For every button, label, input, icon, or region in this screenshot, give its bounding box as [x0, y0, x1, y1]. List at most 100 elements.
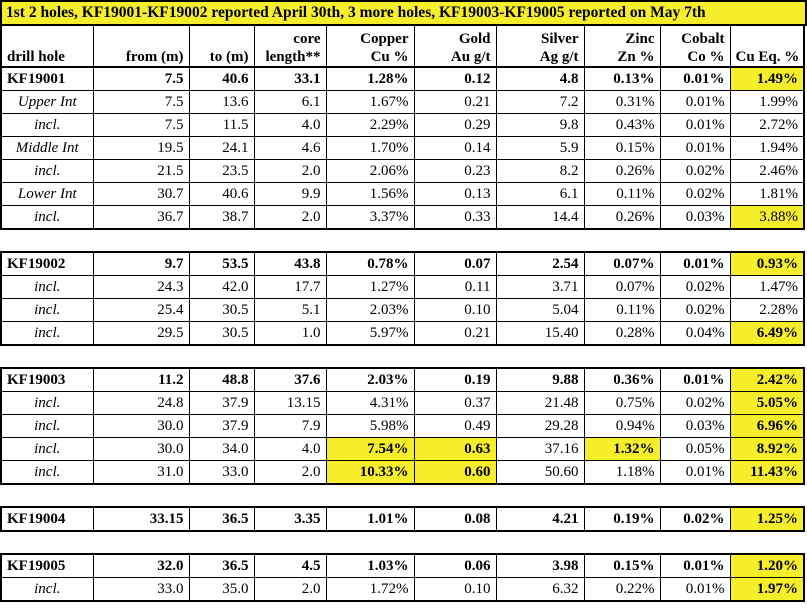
value-cell: 3.71 — [495, 275, 585, 299]
value-cell: 9.7 — [92, 251, 190, 276]
value-cell: 6.1 — [253, 90, 327, 114]
value-cell: 30.0 — [92, 414, 190, 438]
spacer-row — [1, 531, 804, 554]
value-cell: 24.3 — [92, 275, 190, 299]
value-cell: 11.2 — [92, 367, 190, 392]
value-cell: 2.03% — [325, 298, 415, 322]
value-cell: 4.6 — [253, 136, 327, 160]
drill-hole-cell: incl. — [0, 437, 94, 461]
value-cell: 2.42% — [729, 367, 805, 392]
value-cell: 31.0 — [92, 460, 190, 485]
value-cell: 37.9 — [188, 414, 255, 438]
value-cell: 0.06 — [413, 553, 497, 578]
column-header-bottom: length** — [265, 49, 321, 65]
value-cell: 0.02% — [659, 159, 731, 183]
value-cell: 0.08 — [413, 506, 497, 532]
column-header-bottom: Au g/t — [450, 49, 491, 65]
value-cell: 42.0 — [188, 275, 255, 299]
hole-summary-row: KF19002 9.7 53.5 43.8 0.78% 0.07 2.54 0.07% 0.01… — [0, 251, 805, 276]
value-cell: 2.54 — [495, 251, 585, 276]
value-cell: 4.8 — [495, 66, 585, 91]
spacer-cell — [1, 229, 804, 252]
value-cell: 0.94% — [583, 414, 661, 438]
value-cell: 37.9 — [188, 391, 255, 415]
value-cell: 0.28% — [583, 321, 661, 346]
value-cell: 0.02% — [659, 506, 731, 532]
value-cell: 0.33 — [413, 205, 497, 230]
value-cell: 5.05% — [729, 391, 805, 415]
value-cell: 1.97% — [729, 577, 805, 602]
column-header-bottom: to (m) — [209, 49, 249, 65]
value-cell: 29.5 — [92, 321, 190, 346]
column-header: to (m) — [188, 26, 254, 68]
value-cell: 7.5 — [92, 66, 190, 91]
value-cell: 4.21 — [495, 506, 585, 532]
column-header-top: Silver — [541, 31, 579, 47]
spacer-cell — [1, 484, 804, 507]
value-cell: 0.19% — [583, 506, 661, 532]
value-cell: 25.4 — [92, 298, 190, 322]
value-cell: 0.01% — [659, 553, 731, 578]
drill-hole-cell: incl. — [0, 113, 94, 137]
value-cell: 0.31% — [583, 90, 661, 114]
drill-hole-cell: incl. — [0, 460, 94, 485]
value-cell: 6.49% — [729, 321, 805, 346]
spacer-row — [1, 345, 804, 368]
column-header: Cobalt Co % — [659, 26, 730, 68]
value-cell: 0.14 — [413, 136, 497, 160]
interval-row: Middle Int 19.5 24.1 4.6 1.70% 0.14 5.9 0.15% 0.… — [0, 136, 805, 160]
drill-hole-cell: KF19005 — [0, 553, 94, 578]
value-cell: 0.37 — [413, 391, 497, 415]
value-cell: 1.32% — [583, 437, 661, 461]
value-cell: 13.6 — [188, 90, 255, 114]
value-cell: 0.01% — [659, 136, 731, 160]
drill-hole-cell: KF19002 — [0, 251, 94, 276]
value-cell: 5.1 — [253, 298, 327, 322]
drill-hole-cell: incl. — [0, 321, 94, 346]
value-cell: 19.5 — [92, 136, 190, 160]
column-header: Gold Au g/t — [413, 26, 496, 68]
value-cell: 9.8 — [495, 113, 585, 137]
value-cell: 23.5 — [188, 159, 255, 183]
value-cell: 53.5 — [188, 251, 255, 276]
value-cell: 0.05% — [659, 437, 731, 461]
interval-row: incl. 24.3 42.0 17.7 1.27% 0.11 3.71 0.07% 0.02%… — [0, 275, 805, 299]
value-cell: 1.28% — [325, 66, 415, 91]
value-cell: 7.5 — [92, 90, 190, 114]
value-cell: 0.07% — [583, 275, 661, 299]
column-header-top: core — [293, 31, 321, 47]
value-cell: 50.60 — [495, 460, 585, 485]
value-cell: 0.02% — [659, 391, 731, 415]
column-header-top: Zinc — [625, 31, 655, 47]
drill-hole-cell: incl. — [0, 275, 94, 299]
spacer-row — [1, 484, 804, 507]
value-cell: 2.28% — [729, 298, 805, 322]
value-cell: 4.31% — [325, 391, 415, 415]
column-header: core length** — [253, 26, 326, 68]
value-cell: 0.63 — [413, 437, 497, 461]
value-cell: 6.96% — [729, 414, 805, 438]
column-header-bottom: Zn % — [617, 49, 655, 65]
value-cell: 30.7 — [92, 182, 190, 206]
value-cell: 0.01% — [659, 577, 731, 602]
column-header-top: Gold — [458, 31, 491, 47]
interval-row: incl. 7.5 11.5 4.0 2.29% 0.29 9.8 0.43% 0.01% 2.7… — [0, 113, 805, 137]
assay-results-table: drill hole from (m) to (m) core length** Copp… — [0, 26, 805, 602]
value-cell: 7.2 — [495, 90, 585, 114]
value-cell: 0.12 — [413, 66, 497, 91]
value-cell: 6.1 — [495, 182, 585, 206]
drill-hole-cell: KF19004 — [0, 506, 94, 532]
value-cell: 4.5 — [253, 553, 327, 578]
value-cell: 0.10 — [413, 298, 497, 322]
value-cell: 0.07 — [413, 251, 497, 276]
column-header: drill hole — [0, 26, 93, 68]
value-cell: 35.0 — [188, 577, 255, 602]
value-cell: 3.98 — [495, 553, 585, 578]
column-header-bottom: Ag g/t — [539, 49, 579, 65]
drill-hole-cell: KF19001 — [0, 66, 94, 91]
interval-row: Lower Int 30.7 40.6 9.9 1.56% 0.13 6.1 0.11% 0.0… — [0, 182, 805, 206]
value-cell: 7.9 — [253, 414, 327, 438]
value-cell: 2.03% — [325, 367, 415, 392]
value-cell: 24.8 — [92, 391, 190, 415]
value-cell: 3.35 — [253, 506, 327, 532]
